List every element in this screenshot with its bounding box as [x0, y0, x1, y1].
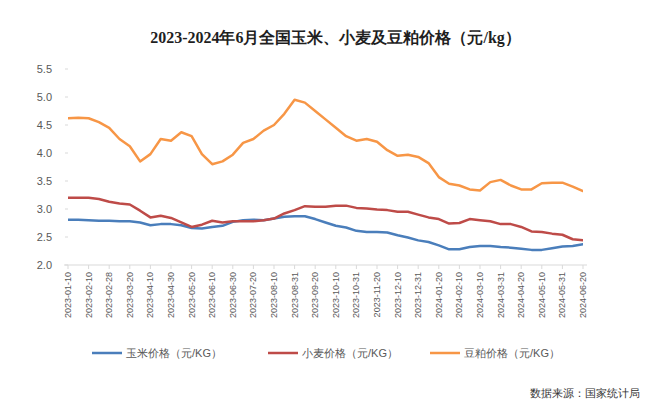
x-tick-label: 2023-12-31	[413, 272, 423, 318]
x-tick	[150, 265, 151, 269]
x-tick	[88, 265, 89, 269]
x-tick	[377, 265, 378, 269]
y-tick-label: 4.5	[37, 119, 52, 131]
source: 数据来源：国家统计局	[530, 387, 640, 399]
x-tick	[335, 265, 336, 269]
chart: 2023-2024年6月全国玉米、小麦及豆粕价格（元/kg） 2.0 2.5 3.0 3…	[0, 0, 658, 412]
x-tick	[500, 265, 501, 269]
x-tick	[356, 265, 357, 269]
x-tick	[232, 265, 233, 269]
x-tick-label: 2023-02-28	[104, 272, 114, 318]
x-tick-label: 2024-02-10	[454, 272, 464, 318]
x-tick-label: 2023-04-10	[145, 272, 155, 318]
x-tick	[459, 265, 460, 269]
x-tick	[438, 265, 439, 269]
y-tick-label: 4.0	[37, 147, 52, 159]
y-tick-label: 3.5	[37, 175, 52, 187]
x-tick	[521, 265, 522, 269]
x-tick-label: 2023-01-10	[63, 272, 73, 318]
x-tick-label: 2024-03-31	[496, 272, 506, 318]
x-tick	[418, 265, 419, 269]
x-tick-label: 2023-07-20	[248, 272, 258, 318]
legend-label: 豆粕价格（元/KG）	[464, 347, 560, 359]
x-tick	[397, 265, 398, 269]
x-tick	[109, 265, 110, 269]
x-tick	[541, 265, 542, 269]
y-tick	[65, 209, 68, 210]
x-tick-label: 2024-06-20	[578, 272, 588, 318]
y-tick	[65, 69, 68, 70]
x-tick-label: 2023-12-10	[393, 272, 403, 318]
legend-swatch	[430, 352, 460, 355]
y-tick-label: 5.5	[37, 63, 52, 75]
x-tick	[315, 265, 316, 269]
y-tick-label: 2.5	[37, 231, 52, 243]
y-tick-label: 2.0	[37, 259, 52, 271]
legend-swatch	[92, 352, 122, 355]
series-line	[68, 198, 583, 241]
x-tick-label: 2023-09-20	[310, 272, 320, 318]
x-tick	[171, 265, 172, 269]
x-tick	[253, 265, 254, 269]
x-tick-label: 2023-08-31	[290, 272, 300, 318]
x-tick-label: 2023-08-10	[269, 272, 279, 318]
x-tick-label: 2024-05-31	[557, 272, 567, 318]
plot-area	[68, 100, 583, 250]
y-tick	[65, 181, 68, 182]
x-tick-label: 2023-05-20	[187, 272, 197, 318]
y-tick-label: 5.0	[37, 91, 52, 103]
x-tick-label: 2024-05-10	[537, 272, 547, 318]
x-tick-label: 2023-11-20	[372, 272, 382, 317]
x-tick-label: 2023-10-31	[351, 272, 361, 318]
background	[0, 0, 658, 412]
x-tick	[480, 265, 481, 269]
x-tick-label: 2023-06-10	[207, 272, 217, 318]
y-tick	[65, 97, 68, 98]
x-tick	[294, 265, 295, 269]
x-tick	[274, 265, 275, 269]
x-tick-label: 2023-02-10	[84, 272, 94, 318]
legend-label: 小麦价格（元/KG）	[302, 347, 398, 359]
series-line	[68, 216, 583, 250]
legend-swatch	[268, 352, 298, 355]
legend-label: 玉米价格（元/KG）	[126, 347, 222, 359]
x-tick-label: 2024-01-20	[434, 272, 444, 318]
y-tick	[65, 237, 68, 238]
x-tick	[68, 265, 69, 269]
y-tick	[65, 125, 68, 126]
y-tick-label: 3.0	[37, 203, 52, 215]
x-tick	[583, 265, 584, 269]
x-tick-label: 2023-06-30	[228, 272, 238, 318]
x-tick-label: 2024-03-10	[475, 272, 485, 318]
x-tick-label: 2023-03-20	[125, 272, 135, 318]
x-tick	[129, 265, 130, 269]
x-axis	[64, 265, 587, 266]
x-tick	[191, 265, 192, 269]
x-tick-label: 2024-04-20	[516, 272, 526, 318]
x-tick	[562, 265, 563, 269]
series-line	[68, 100, 583, 191]
x-tick-label: 2023-10-10	[331, 272, 341, 318]
y-tick	[65, 153, 68, 154]
x-tick-label: 2023-04-30	[166, 272, 176, 318]
x-tick	[212, 265, 213, 269]
title: 2023-2024年6月全国玉米、小麦及豆粕价格（元/kg）	[150, 29, 521, 47]
